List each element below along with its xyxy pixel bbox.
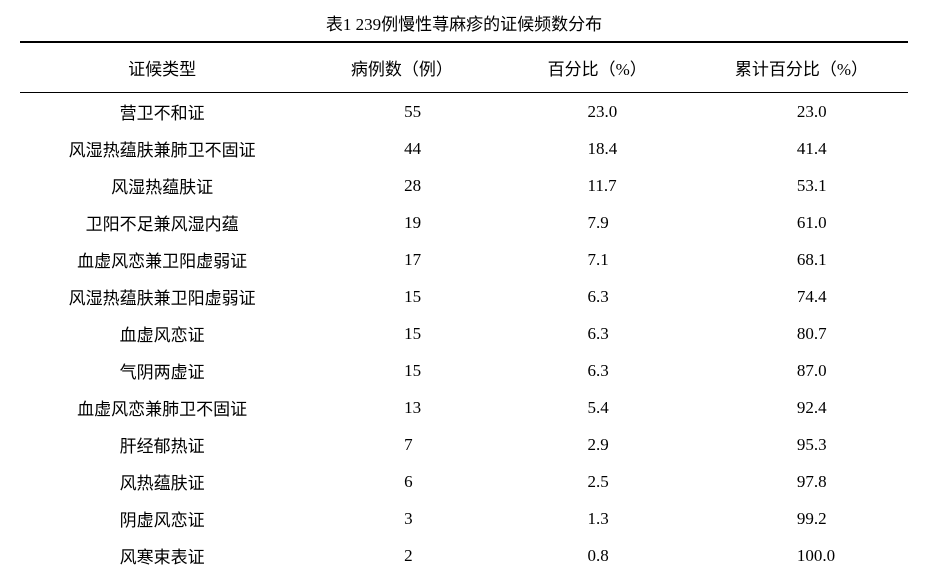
table-row: 血虚风恋兼肺卫不固证 13 5.4 92.4: [20, 389, 908, 426]
table-row: 风湿热蕴肤兼卫阳虚弱证 15 6.3 74.4: [20, 278, 908, 315]
cell-pct: 23.0: [500, 93, 695, 131]
cell-type: 气阴两虚证: [20, 352, 304, 389]
table-row: 血虚风恋证 15 6.3 80.7: [20, 315, 908, 352]
col-header-type: 证候类型: [20, 42, 304, 93]
cell-cumpct: 74.4: [695, 278, 908, 315]
cell-cumpct: 61.0: [695, 204, 908, 241]
cell-pct: 6.3: [500, 315, 695, 352]
table-row: 风热蕴肤证 6 2.5 97.8: [20, 463, 908, 500]
cell-type: 阴虚风恋证: [20, 500, 304, 537]
table-title: 表1 239例慢性荨麻疹的证候频数分布: [20, 10, 908, 35]
cell-type: 营卫不和证: [20, 93, 304, 131]
cell-cumpct: 95.3: [695, 426, 908, 463]
cell-type: 风湿热蕴肤兼卫阳虚弱证: [20, 278, 304, 315]
cell-type: 卫阳不足兼风湿内蕴: [20, 204, 304, 241]
cell-type: 肝经郁热证: [20, 426, 304, 463]
cell-count: 44: [304, 130, 499, 167]
cell-pct: 5.4: [500, 389, 695, 426]
cell-cumpct: 68.1: [695, 241, 908, 278]
cell-count: 6: [304, 463, 499, 500]
cell-count: 28: [304, 167, 499, 204]
table-row: 阴虚风恋证 3 1.3 99.2: [20, 500, 908, 537]
cell-pct: 1.3: [500, 500, 695, 537]
table-row: 风寒束表证 2 0.8 100.0: [20, 537, 908, 574]
cell-type: 血虚风恋兼卫阳虚弱证: [20, 241, 304, 278]
cell-count: 7: [304, 426, 499, 463]
cell-type: 风湿热蕴肤兼肺卫不固证: [20, 130, 304, 167]
cell-count: 17: [304, 241, 499, 278]
table-row: 风湿热蕴肤兼肺卫不固证 44 18.4 41.4: [20, 130, 908, 167]
table-row: 营卫不和证 55 23.0 23.0: [20, 93, 908, 131]
cell-cumpct: 53.1: [695, 167, 908, 204]
table-row: 肝经郁热证 7 2.9 95.3: [20, 426, 908, 463]
cell-count: 13: [304, 389, 499, 426]
cell-count: 15: [304, 315, 499, 352]
table-row: 风湿热蕴肤证 28 11.7 53.1: [20, 167, 908, 204]
cell-count: 55: [304, 93, 499, 131]
cell-count: 15: [304, 278, 499, 315]
table-header-row: 证候类型 病例数（例） 百分比（%） 累计百分比（%）: [20, 42, 908, 93]
cell-type: 血虚风恋证: [20, 315, 304, 352]
cell-type: 风寒束表证: [20, 537, 304, 574]
cell-pct: 7.9: [500, 204, 695, 241]
cell-pct: 6.3: [500, 278, 695, 315]
cell-pct: 6.3: [500, 352, 695, 389]
cell-cumpct: 23.0: [695, 93, 908, 131]
cell-cumpct: 80.7: [695, 315, 908, 352]
table-row: 卫阳不足兼风湿内蕴 19 7.9 61.0: [20, 204, 908, 241]
cell-count: 15: [304, 352, 499, 389]
cell-cumpct: 87.0: [695, 352, 908, 389]
cell-count: 2: [304, 537, 499, 574]
cell-type: 血虚风恋兼肺卫不固证: [20, 389, 304, 426]
cell-cumpct: 100.0: [695, 537, 908, 574]
cell-pct: 18.4: [500, 130, 695, 167]
cell-pct: 0.8: [500, 537, 695, 574]
cell-count: 19: [304, 204, 499, 241]
cell-pct: 11.7: [500, 167, 695, 204]
cell-pct: 7.1: [500, 241, 695, 278]
table-body: 营卫不和证 55 23.0 23.0 风湿热蕴肤兼肺卫不固证 44 18.4 4…: [20, 93, 908, 574]
cell-cumpct: 41.4: [695, 130, 908, 167]
cell-cumpct: 92.4: [695, 389, 908, 426]
cell-cumpct: 97.8: [695, 463, 908, 500]
table-row: 血虚风恋兼卫阳虚弱证 17 7.1 68.1: [20, 241, 908, 278]
col-header-pct: 百分比（%）: [500, 42, 695, 93]
cell-count: 3: [304, 500, 499, 537]
col-header-count: 病例数（例）: [304, 42, 499, 93]
cell-cumpct: 99.2: [695, 500, 908, 537]
cell-pct: 2.9: [500, 426, 695, 463]
table-row: 气阴两虚证 15 6.3 87.0: [20, 352, 908, 389]
cell-type: 风热蕴肤证: [20, 463, 304, 500]
col-header-cumpct: 累计百分比（%）: [695, 42, 908, 93]
cell-type: 风湿热蕴肤证: [20, 167, 304, 204]
cell-pct: 2.5: [500, 463, 695, 500]
syndrome-frequency-table: 证候类型 病例数（例） 百分比（%） 累计百分比（%） 营卫不和证 55 23.…: [20, 41, 908, 574]
